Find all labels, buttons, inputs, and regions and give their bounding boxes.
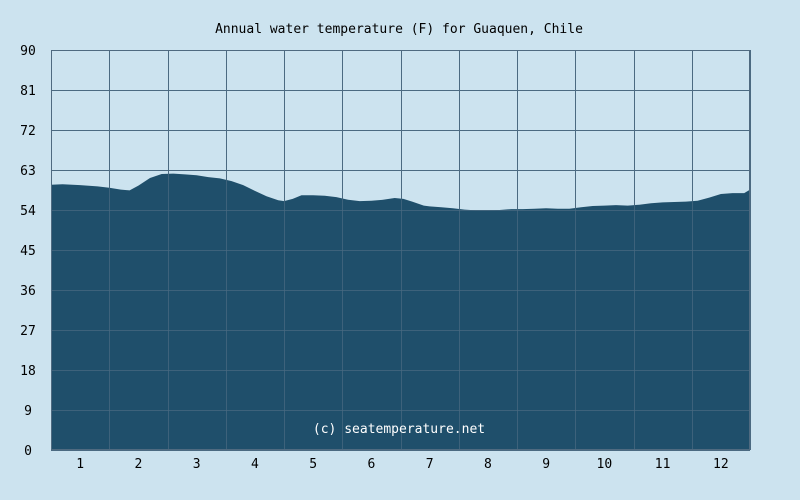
x-tick-label: 2: [134, 457, 142, 472]
x-tick-label: 9: [542, 457, 550, 472]
x-tick-label: 1: [76, 457, 84, 472]
y-tick-label: 81: [20, 84, 36, 99]
plot-border: [51, 50, 750, 450]
x-tick-label: 6: [367, 457, 375, 472]
x-tick-label: 12: [713, 457, 729, 472]
chart-title: Annual water temperature (F) for Guaquen…: [215, 22, 583, 37]
x-tick-label: 7: [426, 457, 434, 472]
y-tick-label: 90: [20, 44, 36, 59]
temperature-area: [51, 173, 750, 450]
watermark-text: (c) seatemperature.net: [313, 422, 485, 437]
y-tick-label: 72: [20, 124, 36, 139]
x-tick-label: 5: [309, 457, 317, 472]
y-tick-label: 9: [24, 404, 32, 419]
x-tick-label: 10: [597, 457, 613, 472]
y-tick-label: 27: [20, 324, 36, 339]
y-tick-label: 54: [20, 204, 36, 219]
plot-frame: [51, 50, 750, 450]
x-tick-label: 3: [193, 457, 201, 472]
x-axis-tick-labels: 1 2 3 4 5 6 7 8 9 10 11 12: [76, 457, 728, 472]
y-axis-tick-labels: 0 9 18 27 36 45 54 63 72 81 90: [20, 44, 36, 459]
x-tick-label: 4: [251, 457, 259, 472]
y-tick-label: 63: [20, 164, 36, 179]
y-tick-label: 18: [20, 364, 36, 379]
x-tick-label: 8: [484, 457, 492, 472]
series-area: [51, 173, 750, 450]
y-tick-label: 0: [24, 444, 32, 459]
y-tick-label: 36: [20, 284, 36, 299]
y-tick-label: 45: [20, 244, 36, 259]
x-tick-label: 11: [655, 457, 671, 472]
